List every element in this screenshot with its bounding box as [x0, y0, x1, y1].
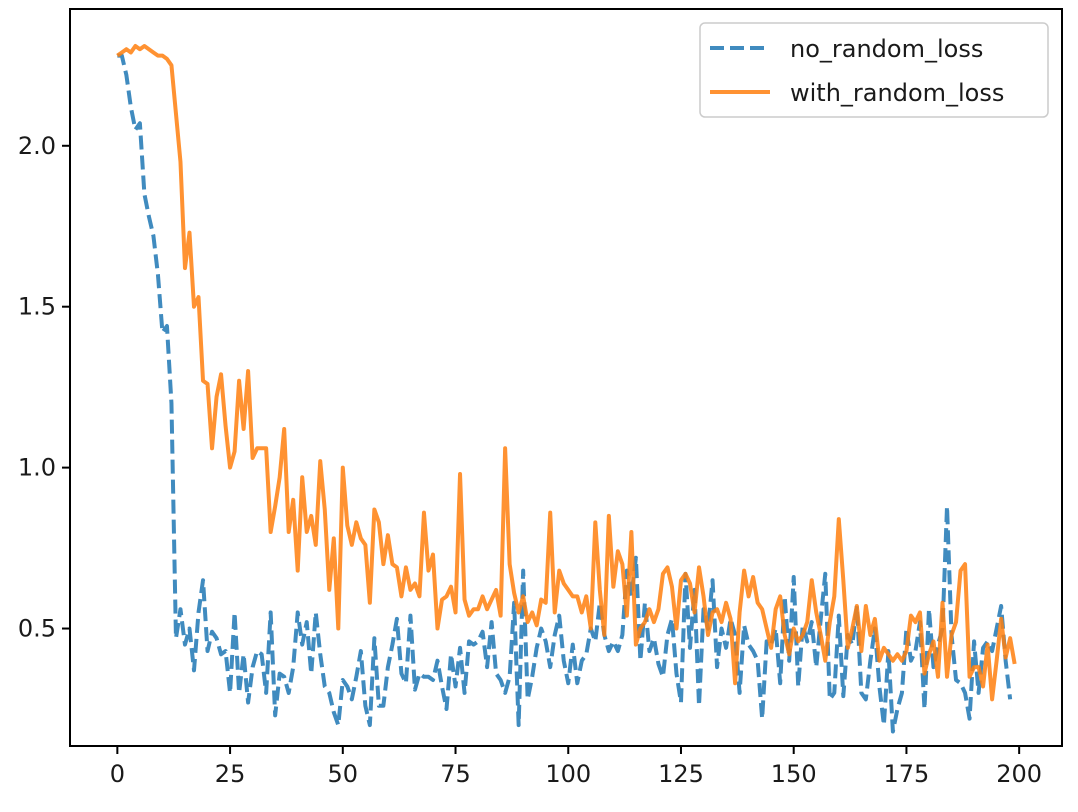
series-line-with-random-loss: [116, 44, 1017, 702]
legend-box: [699, 22, 1049, 118]
plot-area-frame: [69, 8, 1063, 747]
x-tick-label: 25: [215, 760, 246, 788]
series-lines: [116, 44, 1017, 734]
x-tick-label: 150: [771, 760, 817, 788]
x-axis: 0 25 50 75 100 125 150 175 200: [110, 746, 1042, 788]
y-axis: 0.5 1.0 1.5 2.0: [18, 132, 70, 643]
x-tick-label: 0: [110, 760, 125, 788]
legend-label: no_random_loss: [790, 35, 983, 63]
x-tick-label: 100: [545, 760, 591, 788]
x-tick-label: 125: [658, 760, 704, 788]
y-tick-label: 2.0: [18, 132, 56, 160]
x-tick-label: 50: [328, 760, 359, 788]
x-tick-label: 75: [440, 760, 471, 788]
y-tick-label: 1.0: [18, 454, 56, 482]
x-tick-label: 175: [884, 760, 930, 788]
series-line-no-random-loss: [117, 53, 1013, 734]
y-tick-label: 1.5: [18, 293, 56, 321]
legend: no_random_loss with_random_loss: [699, 22, 1049, 118]
x-tick-label: 200: [996, 760, 1042, 788]
legend-label: with_random_loss: [790, 79, 1004, 107]
y-tick-label: 0.5: [18, 615, 56, 643]
